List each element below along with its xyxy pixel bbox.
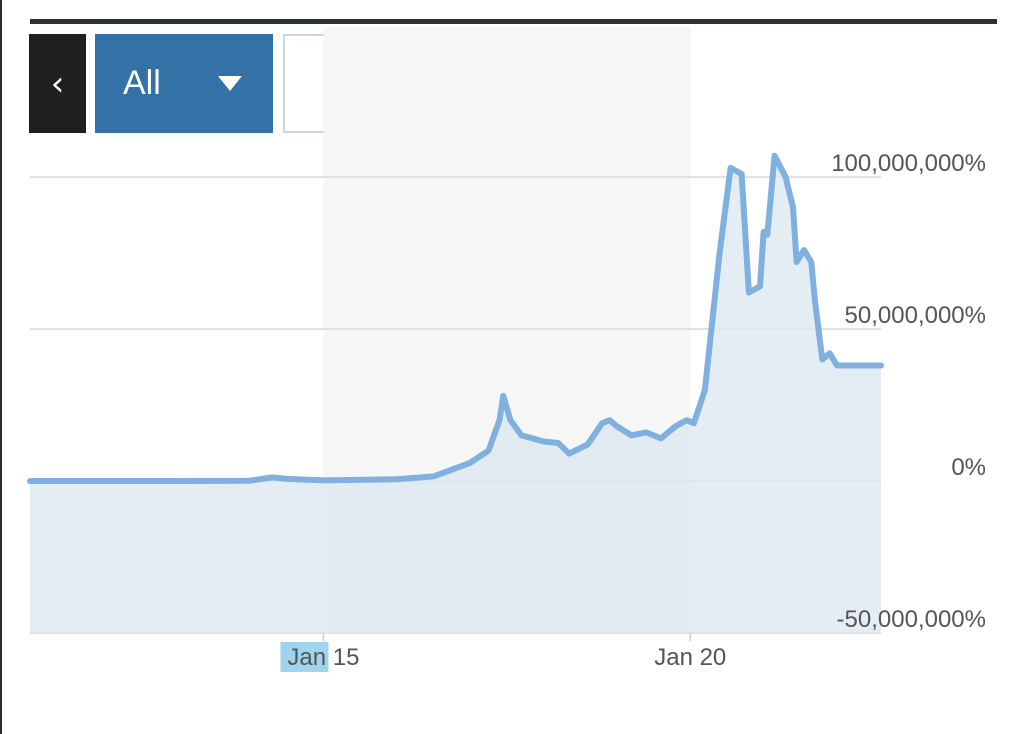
y-tick-label-1: 50,000,000% bbox=[845, 302, 986, 329]
y-tick-label-0: 100,000,000% bbox=[831, 150, 986, 177]
x-tick-label-0: Jan 15 bbox=[287, 644, 359, 671]
back-button[interactable]: ‹ bbox=[29, 34, 86, 133]
chevron-left-icon: ‹ bbox=[50, 63, 65, 104]
series-area bbox=[30, 155, 881, 633]
caret-down-icon bbox=[218, 76, 242, 91]
y-tick-label-3: -50,000,000% bbox=[837, 606, 986, 633]
series-line bbox=[27, 152, 884, 484]
frame-border bbox=[0, 0, 2, 734]
range-dropdown[interactable]: All bbox=[95, 34, 273, 133]
x-tick-label-1: Jan 20 bbox=[654, 644, 726, 671]
x-tick-highlight-0 bbox=[280, 642, 329, 672]
range-dropdown-label: All bbox=[123, 64, 161, 102]
top-rule bbox=[30, 19, 997, 24]
y-tick-label-2: 0% bbox=[951, 454, 986, 481]
